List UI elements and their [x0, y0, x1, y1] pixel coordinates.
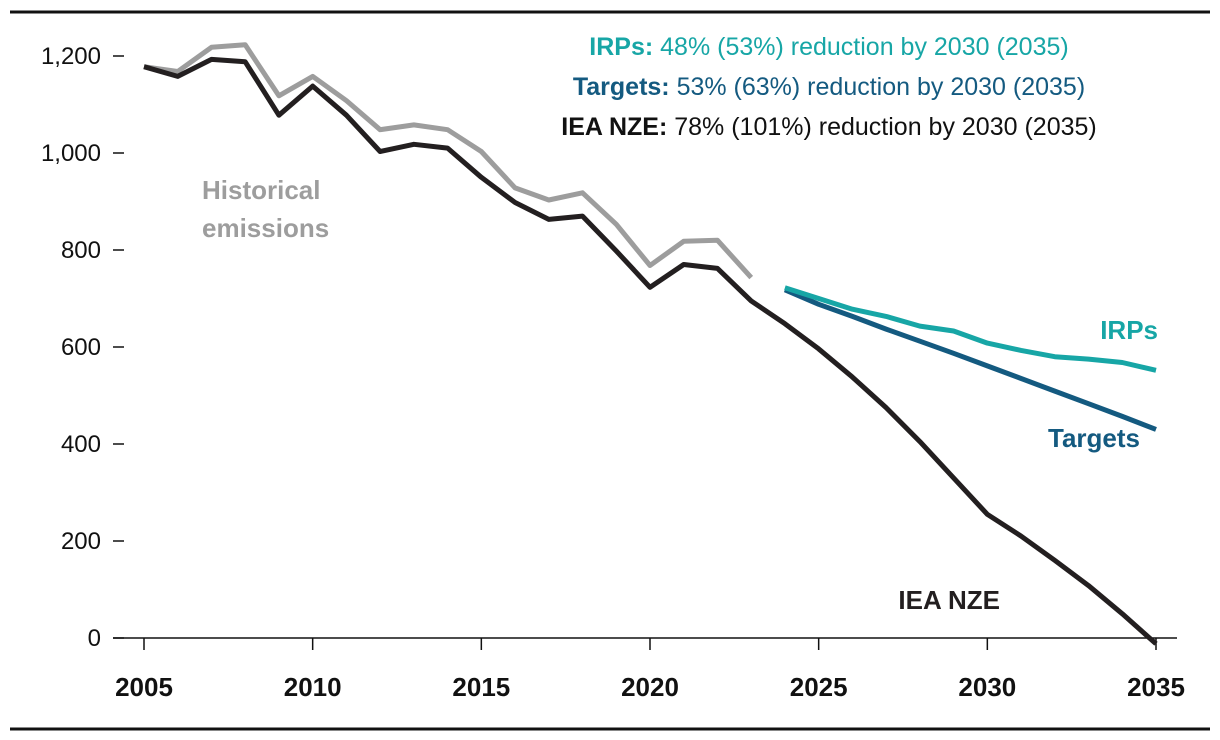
series-label-iea-nze: IEA NZE: [898, 585, 1000, 615]
y-axis: 0 200 400 600 800 1,000 1,200: [41, 43, 124, 652]
x-tick-label: 2030: [958, 672, 1016, 702]
legend-annotations: IRPs: 48% (53%) reduction by 2030 (2035)…: [561, 33, 1096, 141]
series-label-line: IRPs: [1100, 315, 1158, 345]
x-tick-label: 2015: [452, 672, 510, 702]
series-label-historical-emissions: Historical emissions: [202, 175, 329, 243]
series-label-line: Targets: [1048, 423, 1140, 453]
series-group: [143, 42, 1158, 646]
annotation-iea-nze: IEA NZE: 78% (101%) reduction by 2030 (2…: [561, 113, 1096, 141]
x-tick-label: 2025: [790, 672, 848, 702]
series-label-line: IEA NZE: [898, 585, 1000, 615]
annotation-targets: Targets: 53% (63%) reduction by 2030 (20…: [573, 73, 1085, 101]
y-tick-label: 800: [61, 237, 101, 264]
y-tick-label: 200: [61, 528, 101, 555]
series-line-iea-nze: [143, 56, 1158, 646]
series-label-targets: Targets: [1048, 423, 1140, 453]
series-label-irps: IRPs: [1100, 315, 1158, 345]
annotation-name: Targets:: [573, 73, 670, 101]
x-axis: 2005 2010 2015 2020 2025 2030 2035: [115, 638, 1185, 702]
annotation-text: 48% (53%) reduction by 2030 (2035): [653, 33, 1069, 61]
x-tick-label: 2010: [284, 672, 342, 702]
series-labels: Historical emissions IEA NZE Targets IRPs: [202, 175, 1158, 615]
x-tick-label: 2035: [1127, 672, 1185, 702]
y-tick-label: 600: [61, 334, 101, 361]
x-tick-label: 2005: [115, 672, 173, 702]
y-tick-label: 0: [88, 625, 101, 652]
y-tick-label: 1,000: [41, 140, 101, 167]
y-tick-label: 400: [61, 431, 101, 458]
series-label-line: emissions: [202, 213, 329, 243]
x-tick-label: 2020: [621, 672, 679, 702]
annotation-text: 53% (63%) reduction by 2030 (2035): [670, 73, 1086, 101]
series-line-targets: [783, 287, 1157, 432]
series-line-historical-emissions: [143, 42, 754, 280]
annotation-name: IEA NZE:: [561, 113, 667, 141]
annotation-name: IRPs:: [589, 33, 653, 61]
annotation-irps: IRPs: 48% (53%) reduction by 2030 (2035): [589, 33, 1068, 61]
series-label-line: Historical: [202, 175, 321, 205]
annotation-text: 78% (101%) reduction by 2030 (2035): [667, 113, 1096, 141]
y-tick-label: 1,200: [41, 43, 101, 70]
series-line-irps: [784, 285, 1157, 373]
